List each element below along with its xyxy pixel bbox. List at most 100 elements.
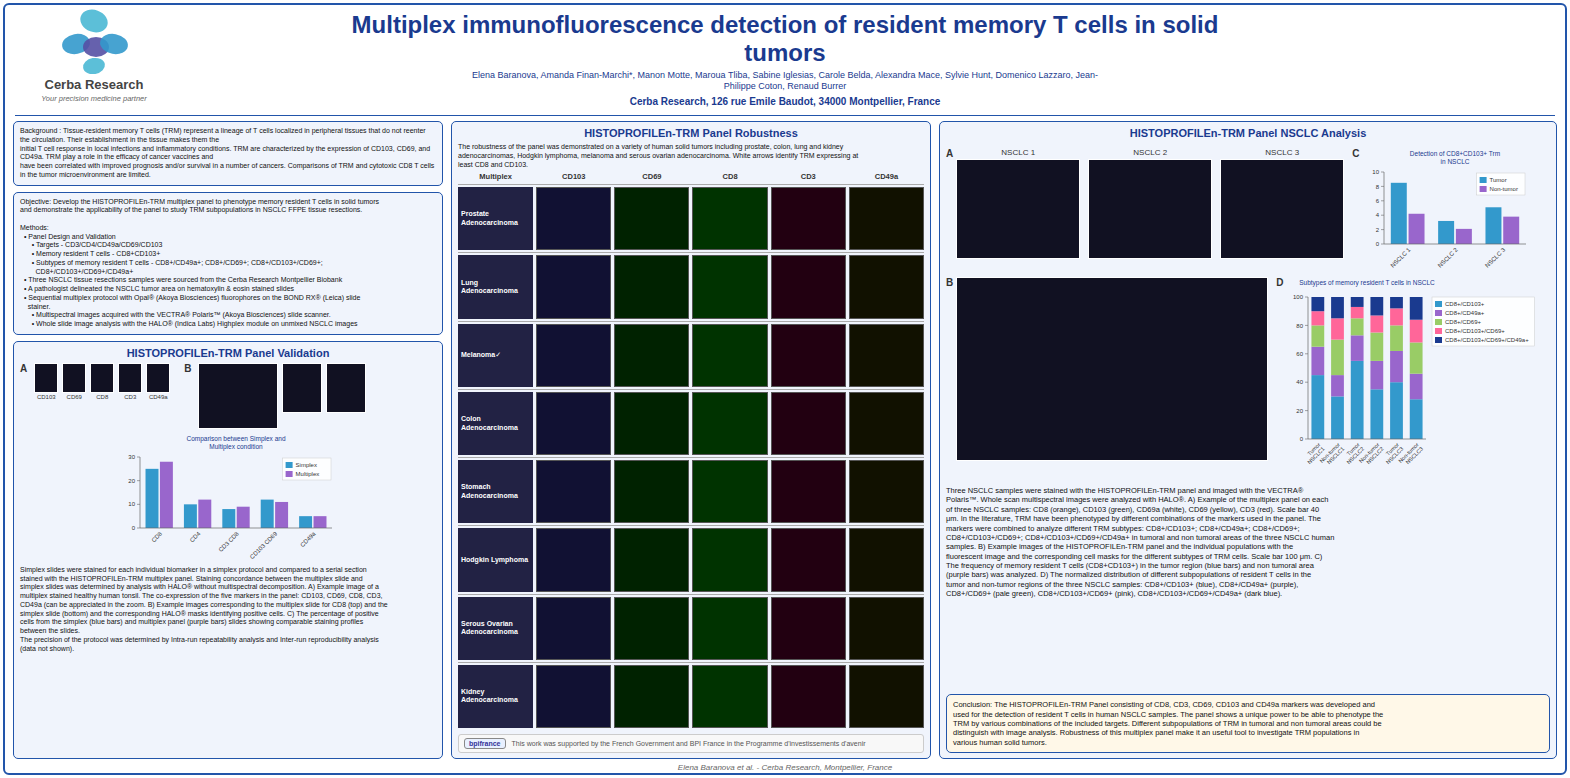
y-tick [137, 456, 140, 457]
y-tick [137, 527, 140, 528]
image-placeholder [326, 363, 366, 413]
bars [1312, 297, 1423, 439]
x-tick-label: NSCLC 3 [1485, 246, 1508, 269]
tumor-label: Melanoma✓ [458, 324, 533, 387]
legend-label: CD8+/CD103+/CD69+/CD49a+ [1445, 337, 1529, 343]
bar-chart: Comparison between Simplex andMultiplex … [118, 433, 338, 558]
bar [1391, 183, 1407, 244]
x-tick-label-line: NSCLC2 [1366, 446, 1386, 466]
bar [1409, 214, 1425, 244]
legend-swatch [1435, 319, 1442, 325]
sample-image: NSCLC 3 [1220, 148, 1344, 259]
columns: Background : Tissue-resident memory T ce… [13, 121, 1557, 759]
tumor-label: Serous Ovarian Adenocarcinoma [458, 597, 533, 660]
marker-image: CD69 [62, 363, 86, 400]
bar-segment [1371, 315, 1384, 332]
bar-segment [1410, 297, 1423, 320]
legend-label: Simplex [296, 462, 317, 468]
image-placeholder [614, 324, 689, 387]
marker-label: CD8 [96, 394, 108, 400]
tumor-row: Lung Adenocarcinoma [458, 252, 924, 320]
x-tick-label-line: CD49a [299, 530, 317, 548]
tumor-row: Colon Adenocarcinoma [458, 389, 924, 457]
sample-label: NSCLC 3 [1265, 148, 1299, 157]
x-tick-label: CD4 [189, 530, 202, 543]
logo-tagline: Your precision medicine partner [41, 94, 147, 103]
axis-line [1308, 439, 1426, 440]
bar-segment [1391, 325, 1404, 351]
image-placeholder [536, 597, 611, 660]
image-placeholder [536, 665, 611, 728]
bar-segment [1351, 297, 1364, 307]
image-placeholder [614, 528, 689, 591]
y-tick-label: 20 [128, 478, 135, 484]
bar-segment [1351, 307, 1364, 318]
panel-letter: D [1276, 277, 1283, 288]
bar-segment [1410, 374, 1423, 400]
panel-letter: A [946, 148, 953, 159]
bar [222, 509, 235, 528]
sample-image: NSCLC 2 [1088, 148, 1212, 259]
marker-label: CD3 [124, 394, 136, 400]
tumor-label: Prostate Adenocarcinoma [458, 187, 533, 250]
y-tick-label: 40 [1297, 379, 1304, 385]
y-tick-label: 0 [1376, 241, 1380, 247]
header: Multiplex immunofluorescence detection o… [205, 11, 1365, 107]
legend-label: Non-tumor [1490, 186, 1518, 192]
x-tick-label-line: CD8 [150, 530, 163, 543]
y-tick-label: 10 [128, 501, 135, 507]
bar-segment [1332, 375, 1345, 396]
bar-segment [1332, 297, 1345, 318]
y-tick-label: 2 [1376, 227, 1380, 233]
bars [146, 461, 327, 527]
conclusion-text: Conclusion: The HISTOPROFILEn-TRM Panel … [953, 700, 1543, 747]
image-placeholder [849, 187, 924, 250]
bar-segment [1351, 361, 1364, 439]
y-tick [137, 504, 140, 505]
middle-column: HISTOPROFILEn-TRM Panel RobustnessThe ro… [451, 121, 931, 759]
robustness-box: HISTOPROFILEn-TRM Panel RobustnessThe ro… [451, 121, 931, 759]
tumor-row: Melanoma✓ [458, 321, 924, 389]
bar-segment [1351, 318, 1364, 335]
bar [275, 502, 288, 528]
chart-title-line: in NSCLC [1441, 158, 1470, 165]
column-header: CD49a [849, 172, 924, 181]
bar-segment [1351, 335, 1364, 361]
image-placeholder [771, 597, 846, 660]
y-tick [1381, 186, 1384, 187]
bar-segment [1391, 382, 1404, 439]
legend-box [1432, 297, 1534, 346]
bar-segment [1410, 320, 1423, 343]
validation-text: Simplex slides were stained for each ind… [20, 566, 436, 654]
logo-name: Cerba Research [45, 77, 144, 92]
image-placeholder [614, 255, 689, 318]
objective-text: Objective: Develop the HISTOPROFILEn-TRM… [20, 198, 436, 329]
figure-row-b: BDSubtypes of memory resident T cells in… [946, 277, 1550, 481]
x-tick-label-line: CD3 CD8 [217, 530, 240, 553]
chart-title-line: Detection of CD8+CD103+ Trm [1410, 150, 1500, 157]
image-placeholder [1220, 159, 1344, 259]
column-header: CD103 [536, 172, 611, 181]
marker-image: CD103 [34, 363, 58, 400]
y-tick-label: 0 [132, 525, 136, 531]
tumor-label: Lung Adenocarcinoma [458, 255, 533, 318]
marker-label: CD69 [67, 394, 82, 400]
tumor-label: Kidney Adenocarcinoma [458, 665, 533, 728]
tumor-row: Hodgkin Lymphoma [458, 525, 924, 593]
x-tick-label-line: NSCLC3 [1405, 446, 1425, 466]
right-column: HISTOPROFILEn-TRM Panel NSCLC AnalysisAN… [939, 121, 1557, 759]
logo-dot [77, 9, 111, 36]
bar [1504, 217, 1520, 244]
image-placeholder [771, 392, 846, 455]
image-placeholder [849, 528, 924, 591]
image-placeholder [692, 665, 767, 728]
y-tick-label: 100 [1293, 294, 1304, 300]
y-tick-label: 4 [1376, 212, 1380, 218]
figure-a: ACD103CD69CD8CD3CD49a [20, 363, 170, 400]
y-tick-label: 30 [128, 454, 135, 460]
poster: Cerba Research Your precision medicine pa… [3, 3, 1567, 775]
image-placeholder [692, 392, 767, 455]
image-placeholder [536, 392, 611, 455]
bar-segment [1312, 311, 1325, 325]
tumor-row: Kidney Adenocarcinoma [458, 662, 924, 730]
